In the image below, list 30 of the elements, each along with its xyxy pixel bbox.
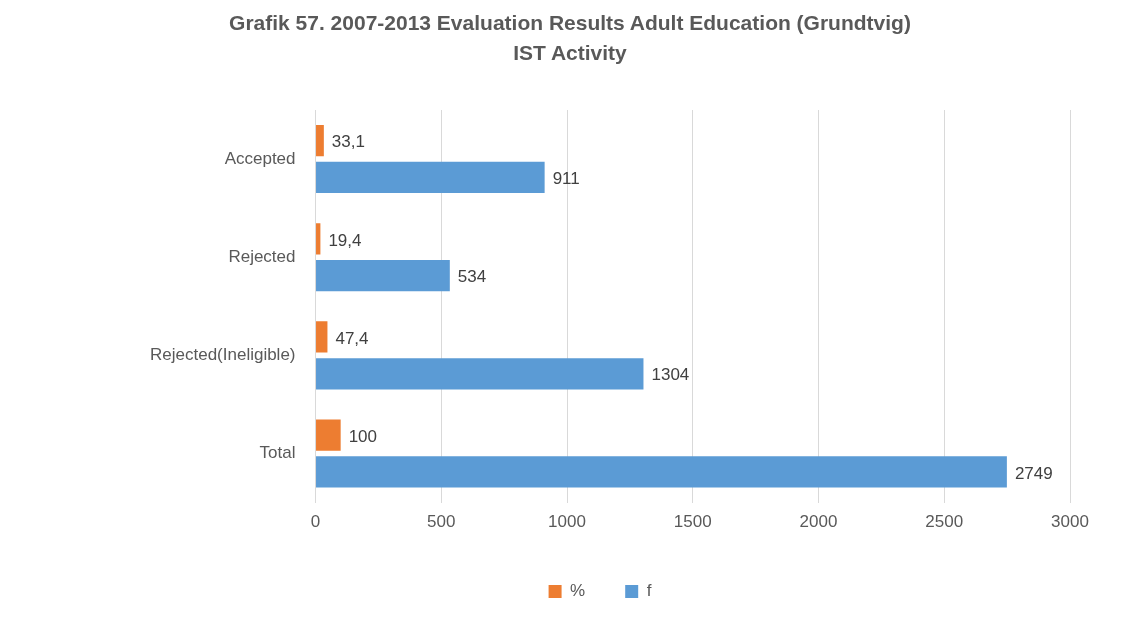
chart-title: Grafik 57. 2007-2013 Evaluation Results Adult Education (Grundtvig) IST Activity [228, 10, 912, 66]
y-tick-label: Total [259, 443, 296, 463]
bar [316, 419, 341, 451]
x-tick-label: 500 [427, 512, 456, 532]
y-tick-label: Rejected [228, 246, 296, 266]
x-tick-label: 2500 [925, 512, 964, 532]
bar [316, 125, 324, 157]
data-label: 100 [348, 426, 378, 446]
bar [316, 161, 545, 194]
data-label: 1304 [651, 365, 690, 385]
bar [316, 259, 450, 292]
data-label: 19,4 [328, 230, 362, 250]
data-label: 911 [552, 169, 580, 189]
y-tick-label: Rejected(Ineligible) [149, 345, 296, 365]
x-tick-label: 3000 [1051, 512, 1089, 532]
legend-label: % [570, 581, 586, 601]
y-tick-label: Accepted [224, 148, 296, 168]
x-tick-label: 1000 [548, 512, 586, 532]
legend-label: f [646, 581, 652, 601]
x-tick-label: 2000 [799, 512, 838, 532]
data-label: 2749 [1014, 463, 1053, 483]
x-tick-label: 0 [310, 512, 321, 532]
data-label: 47,4 [335, 328, 369, 348]
bar [316, 223, 321, 255]
bar [316, 456, 1007, 488]
x-tick-label: 1500 [673, 512, 712, 532]
data-label: 534 [457, 267, 487, 287]
data-label: 33,1 [331, 132, 365, 152]
bar [316, 358, 644, 390]
bar [316, 321, 328, 353]
